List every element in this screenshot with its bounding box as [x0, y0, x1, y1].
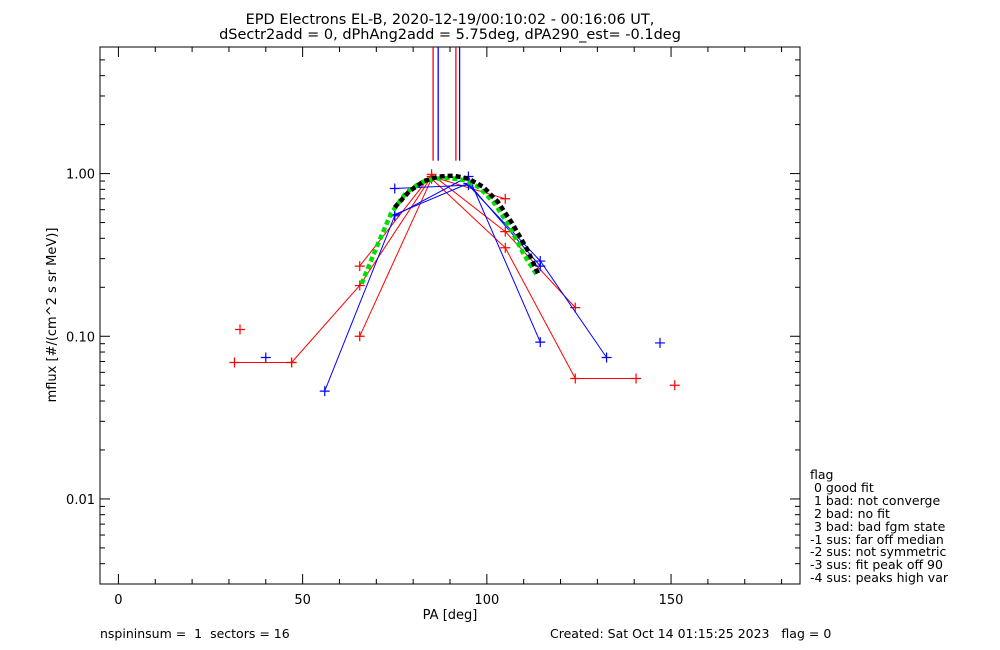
legend-line-3: 2 bad: no fit [810, 505, 890, 521]
data-point [535, 337, 546, 348]
data-point [570, 373, 581, 384]
x-tick-label: 150 [659, 593, 684, 608]
data-point [601, 352, 612, 363]
legend-line-1: 0 good fit [810, 479, 874, 495]
data-point [669, 380, 680, 391]
y-tick-label: 1.00 [66, 168, 95, 183]
data-point [354, 331, 365, 342]
y-tick-label: 0.01 [66, 493, 95, 508]
data-point [319, 386, 330, 397]
data-point [354, 261, 365, 272]
footer-left: nspininsum = 1 sectors = 16 [100, 626, 290, 641]
data-point [631, 373, 642, 384]
fit-curve-9 [359, 175, 539, 285]
x-tick-label: 50 [294, 593, 311, 608]
data-point [286, 357, 297, 368]
data-point [389, 183, 400, 194]
chart-title-line-1: EPD Electrons EL-B, 2020-12-19/00:10:02 … [246, 12, 655, 28]
plot-frame [99, 46, 801, 585]
data-point [354, 280, 365, 291]
x-tick-label: 0 [114, 593, 122, 608]
data-point [500, 242, 511, 253]
legend-line-5: -1 sus: far off median [810, 531, 944, 547]
legend-line-0: flag [810, 467, 834, 482]
data-point [235, 324, 245, 335]
series-line-4 [324, 175, 541, 392]
footer-right: Created: Sat Oct 14 01:15:25 2023 flag =… [550, 626, 832, 641]
data-point [229, 357, 240, 368]
data-point [535, 261, 546, 272]
legend-line-2: 1 bad: not converge [810, 492, 941, 508]
x-axis-label: PA [deg] [423, 608, 478, 623]
legend-line-6: -2 sus: not symmetric [810, 544, 947, 560]
data-point [500, 193, 511, 204]
y-axis-label: mflux [#/(cm^2 s sr MeV)] [45, 228, 60, 403]
x-tick-label: 100 [474, 593, 499, 608]
fit-curve-10 [393, 173, 541, 276]
flag-legend: flag 0 good fit 1 bad: not converge 2 ba… [810, 467, 949, 586]
data-point [500, 226, 511, 237]
series-line-2 [359, 173, 576, 308]
legend-line-4: 3 bad: bad fgm state [810, 518, 946, 534]
data-point [655, 337, 665, 348]
series-line-6 [394, 182, 541, 267]
legend-line-8: -4 sus: peaks high var [810, 570, 949, 586]
legend-line-7: -3 sus: fit peak off 90 [810, 557, 943, 573]
chart-title-line-2: dSectr2add = 0, dPhAng2add = 5.75deg, dP… [219, 27, 681, 43]
series-line-5 [394, 184, 608, 358]
data-point [260, 352, 271, 363]
y-tick-label: 0.10 [66, 330, 95, 345]
